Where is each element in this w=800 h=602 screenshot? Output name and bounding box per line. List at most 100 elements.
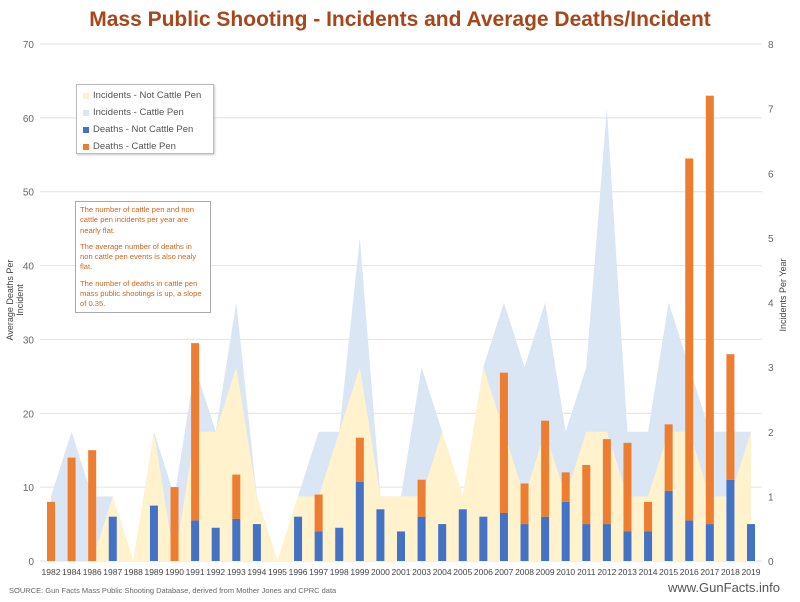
y2-tick-label: 1 <box>768 492 774 503</box>
bar-deaths-not-cattle-pen <box>294 516 303 561</box>
bar-deaths-not-cattle-pen <box>232 518 241 561</box>
legend-swatch <box>83 143 89 150</box>
bar-deaths-cattle-pen <box>67 457 76 561</box>
y2-tick-label: 2 <box>768 428 774 439</box>
y-axis-label: Average Deaths Per Incident <box>5 259 25 341</box>
bar-deaths-not-cattle-pen <box>335 527 344 561</box>
x-tick-label: 2014 <box>639 567 658 577</box>
bar-deaths-not-cattle-pen <box>726 479 735 561</box>
bar-deaths-not-cattle-pen <box>211 527 220 561</box>
x-tick-label: 2007 <box>494 567 513 577</box>
bar-deaths-not-cattle-pen <box>747 524 755 561</box>
x-tick-label: 2008 <box>515 567 534 577</box>
bar-deaths-cattle-pen <box>520 483 529 525</box>
x-tick-label: 2000 <box>371 567 390 577</box>
bar-deaths-not-cattle-pen <box>458 509 467 561</box>
bar-deaths-not-cattle-pen <box>561 501 570 561</box>
bar-deaths-not-cattle-pen <box>397 531 405 561</box>
x-tick-label: 1992 <box>206 567 225 577</box>
x-tick-label: 2009 <box>536 567 555 577</box>
bar-deaths-cattle-pen <box>499 372 508 513</box>
x-tick-label: 2004 <box>433 567 452 577</box>
legend-label: Incidents - Cattle Pen <box>93 107 184 118</box>
bar-deaths-cattle-pen <box>417 479 426 517</box>
bar-deaths-not-cattle-pen <box>685 520 694 561</box>
x-tick-label: 2011 <box>577 567 596 577</box>
y2-tick-label: 6 <box>768 169 774 180</box>
site-url: www.GunFacts.info <box>668 580 780 595</box>
y2-tick-label: 8 <box>768 40 774 51</box>
annotation-text: The number of cattle pen and non cattle … <box>80 205 194 235</box>
legend-item: Incidents - Not Cattle Pen <box>83 87 213 104</box>
y-tick-label: 50 <box>23 188 35 199</box>
x-tick-label: 1990 <box>165 567 184 577</box>
bar-deaths-not-cattle-pen <box>149 505 158 561</box>
x-tick-label: 1995 <box>268 567 287 577</box>
bar-deaths-not-cattle-pen <box>541 516 550 561</box>
bar-deaths-cattle-pen <box>191 343 200 521</box>
bar-deaths-not-cattle-pen <box>191 520 200 561</box>
source-note: SOURCE: Gun Facts Mass Public Shooting D… <box>9 586 337 595</box>
bar-deaths-cattle-pen <box>582 464 591 525</box>
x-tick-label: 2005 <box>453 567 472 577</box>
legend-swatch <box>83 92 89 99</box>
bar-deaths-cattle-pen <box>664 424 673 491</box>
bar-deaths-not-cattle-pen <box>479 516 488 561</box>
bar-deaths-cattle-pen <box>170 487 179 561</box>
bar-deaths-not-cattle-pen <box>602 524 611 561</box>
x-tick-label: 1982 <box>42 567 61 577</box>
legend-item: Incidents - Cattle Pen <box>83 104 213 121</box>
chart-title: Mass Public Shooting - Incidents and Ave… <box>89 8 711 31</box>
y2-tick-label: 7 <box>768 105 774 116</box>
x-tick-label: 1994 <box>247 567 266 577</box>
y-tick-label: 30 <box>23 335 35 346</box>
x-tick-label: 1998 <box>330 567 349 577</box>
bar-deaths-not-cattle-pen <box>376 509 385 561</box>
bar-deaths-cattle-pen <box>623 442 632 532</box>
x-tick-label: 1989 <box>144 567 163 577</box>
x-tick-label: 2001 <box>392 567 411 577</box>
legend: Incidents - Not Cattle Pen Incidents - C… <box>76 84 214 154</box>
x-tick-label: 2006 <box>474 567 493 577</box>
legend-label: Deaths - Cattle Pen <box>93 141 176 152</box>
y2-tick-label: 4 <box>768 299 774 310</box>
bar-deaths-cattle-pen <box>644 501 653 532</box>
x-tick-label: 2010 <box>556 567 575 577</box>
bar-deaths-not-cattle-pen <box>520 524 529 561</box>
bar-deaths-cattle-pen <box>541 420 550 517</box>
x-tick-label: 1986 <box>83 567 102 577</box>
bar-deaths-cattle-pen <box>602 439 611 525</box>
annotation-box: The number of cattle pen and non cattle … <box>75 201 211 313</box>
annotation-text: The average number of deaths in non catt… <box>80 241 197 272</box>
bar-deaths-not-cattle-pen <box>582 524 591 561</box>
x-tick-label: 2018 <box>721 567 740 577</box>
y-tick-label: 70 <box>23 40 35 51</box>
x-tick-label: 1997 <box>309 567 328 577</box>
x-tick-label: 1996 <box>289 567 308 577</box>
y-tick-label: 10 <box>23 483 35 494</box>
y-tick-label: 40 <box>23 262 35 273</box>
bar-deaths-cattle-pen <box>314 494 323 532</box>
bar-deaths-not-cattle-pen <box>417 516 426 561</box>
x-tick-label: 1999 <box>350 567 369 577</box>
x-tick-label: 1988 <box>124 567 143 577</box>
x-tick-label: 1993 <box>227 567 246 577</box>
bar-deaths-not-cattle-pen <box>252 524 261 561</box>
bar-deaths-cattle-pen <box>232 474 241 519</box>
bar-deaths-not-cattle-pen <box>314 531 323 561</box>
annotation-text: The number of deaths in cattle pen mass … <box>80 278 202 309</box>
x-tick-label: 2017 <box>700 567 719 577</box>
legend-item: Deaths - Not Cattle Pen <box>83 121 213 138</box>
bar-deaths-not-cattle-pen <box>108 516 117 561</box>
bar-deaths-cattle-pen <box>355 437 364 482</box>
legend-label: Deaths - Not Cattle Pen <box>93 124 194 135</box>
bar-deaths-cattle-pen <box>561 472 570 502</box>
bar-deaths-cattle-pen <box>88 450 97 561</box>
legend-swatch <box>83 126 89 133</box>
x-tick-label: 2019 <box>742 567 761 577</box>
legend-item: Deaths - Cattle Pen <box>83 138 213 155</box>
y-tick-label: 20 <box>23 409 35 420</box>
x-tick-label: 1984 <box>62 567 81 577</box>
